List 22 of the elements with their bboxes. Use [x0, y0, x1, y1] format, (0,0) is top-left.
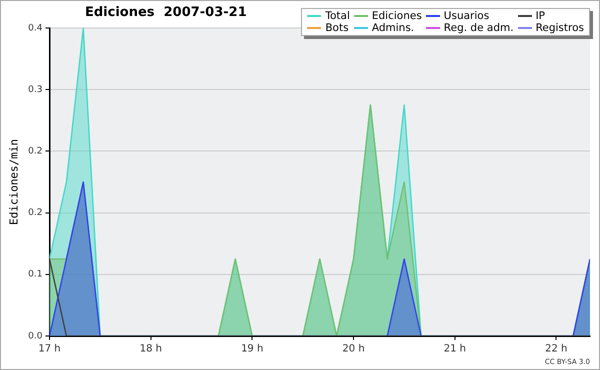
- y-axis-title: Ediciones/min: [7, 138, 20, 226]
- x-tick-label: 19 h: [241, 344, 264, 355]
- chart-title: Ediciones 2007-03-21: [85, 5, 247, 20]
- legend-label: Admins.: [370, 22, 416, 34]
- legend-label: Bots: [324, 22, 350, 34]
- y-tick-label: 0.4: [28, 23, 43, 34]
- legend-label: Ediciones: [370, 10, 422, 22]
- x-tick-label: 18 h: [140, 344, 162, 355]
- y-tick-label: 0.1: [28, 270, 43, 280]
- x-tick-label: 22 h: [545, 344, 568, 355]
- legend-label: Total: [324, 10, 350, 22]
- legend-label: Reg. de adm.: [442, 22, 514, 34]
- legend-label: IP: [534, 10, 546, 22]
- x-tick-label: 20 h: [342, 344, 365, 355]
- x-tick-label: 17 h: [38, 344, 61, 355]
- y-tick-label: 0.3: [28, 84, 43, 95]
- y-tick-label: 0.2: [28, 146, 43, 157]
- y-tick-label: 0.2: [28, 208, 43, 218]
- legend-label: Registros: [534, 22, 584, 34]
- y-tick-label: 0.0: [28, 331, 43, 342]
- x-tick-label: 21 h: [444, 344, 466, 355]
- legend-label: Usuarios: [442, 10, 490, 22]
